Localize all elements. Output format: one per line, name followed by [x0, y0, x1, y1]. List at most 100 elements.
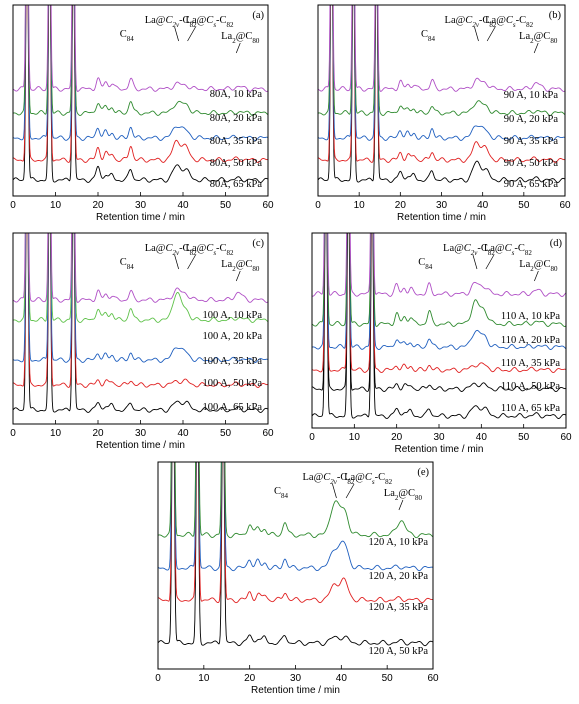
annotation-c84: C84 [120, 29, 135, 43]
series-line [13, 233, 268, 363]
traces [13, 5, 268, 183]
series-line [158, 462, 433, 572]
annotation-la2-c80: La2@C80 [221, 259, 260, 273]
x-tick-label: 0 [309, 432, 315, 443]
panel-label: (a) [252, 10, 264, 21]
series-label: 90 A, 35 kPa [504, 136, 559, 147]
x-tick-label: 60 [262, 200, 274, 211]
series-line [13, 5, 268, 116]
traces [13, 233, 268, 413]
x-tick-label: 0 [10, 428, 16, 439]
x-tick-label: 50 [220, 200, 232, 211]
annotation-la2-c80: La2@C80 [384, 488, 423, 502]
series-label: 90 A, 20 kPa [504, 114, 559, 125]
x-tick-label: 10 [50, 200, 62, 211]
chart-panel-1: 0 10 20 30 40 50 60 Retention time / min (b) 90 A… [315, 4, 571, 223]
x-tick-label: 60 [559, 200, 571, 211]
chart-panel-0: 0 10 20 30 40 50 60 Retention time / min (a) 80A,… [10, 4, 274, 223]
x-tick-label: 60 [262, 428, 274, 439]
series-line [312, 233, 566, 419]
series-label: 100 A, 65 kPa [202, 402, 262, 413]
annotation-c84: C84 [274, 486, 289, 500]
series-label: 100 A, 50 kPa [202, 378, 262, 389]
x-tick-label: 0 [315, 200, 321, 211]
annotation-la-c2v-c82: La@C2v-C82 [145, 15, 197, 29]
x-tick-label: 0 [155, 673, 161, 684]
x-tick-label: 40 [177, 428, 189, 439]
annotation-la-c2v-c82: La@C2v-C82 [443, 243, 495, 257]
series-line [312, 233, 566, 373]
series-line [312, 233, 566, 297]
series-line [318, 5, 565, 183]
x-tick-label: 30 [436, 200, 448, 211]
series-line [318, 5, 565, 141]
x-axis-label: Retention time / min [96, 212, 185, 223]
series-label: 100 A, 35 kPa [202, 356, 262, 367]
annotation-la-c2v-c82: La@C2v-C82 [445, 15, 497, 29]
annotation-la-cs-c82: La@Cs-C82 [485, 15, 534, 29]
x-tick-label: 20 [92, 428, 104, 439]
chart-panel-4: 0 10 20 30 40 50 60 Retention time / min (e) 120 … [155, 461, 439, 696]
x-tick-label: 20 [92, 200, 104, 211]
series-label: 80A, 65 kPa [210, 179, 263, 190]
x-tick-label: 60 [427, 673, 439, 684]
x-tick-label: 0 [10, 200, 16, 211]
annotation-arrow [174, 26, 179, 42]
series-label: 120 A, 10 kPa [368, 537, 428, 548]
annotation-la2-c80: La2@C80 [221, 31, 260, 45]
annotation-arrow [534, 270, 539, 282]
series-line [13, 233, 268, 323]
series-line [13, 5, 268, 92]
series-line [158, 462, 433, 647]
x-tick-label: 50 [518, 432, 530, 443]
annotation-arrow [187, 254, 196, 270]
x-axis-label: Retention time / min [395, 444, 484, 455]
annotation-la-c2v-c82: La@C2v-C82 [303, 472, 355, 486]
annotation-la2-c80: La2@C80 [519, 259, 558, 273]
x-tick-label: 10 [50, 428, 62, 439]
series-line [13, 5, 268, 183]
x-tick-label: 60 [560, 432, 572, 443]
x-tick-label: 30 [135, 200, 147, 211]
series-line [312, 233, 566, 392]
series-line [318, 5, 565, 163]
panel-label: (e) [417, 467, 429, 478]
x-tick-label: 10 [198, 673, 210, 684]
annotation-la-cs-c82: La@Cs-C82 [186, 15, 235, 29]
series-label: 110 A, 35 kPa [501, 358, 560, 369]
annotation-la2-c80: La2@C80 [519, 31, 558, 45]
x-tick-label: 10 [349, 432, 361, 443]
annotation-arrow [174, 254, 179, 270]
x-tick-label: 30 [290, 673, 302, 684]
x-tick-label: 40 [336, 673, 348, 684]
annotation-arrow [486, 26, 496, 42]
x-tick-label: 40 [177, 200, 189, 211]
annotation-arrow [472, 254, 478, 270]
series-label: 120 A, 35 kPa [368, 602, 428, 613]
annotation-arrow [398, 499, 404, 511]
series-label: 80A, 20 kPa [210, 113, 263, 124]
chart-panel-3: 0 10 20 30 40 50 60 Retention time / min (d) 110 … [309, 232, 572, 455]
series-label: 110 A, 65 kPa [501, 403, 560, 414]
series-label: 110 A, 10 kPa [501, 311, 560, 322]
series-label: 100 A, 10 kPa [202, 310, 262, 321]
x-tick-label: 40 [477, 200, 489, 211]
x-tick-label: 20 [391, 432, 403, 443]
series-label: 90 A, 65 kPa [504, 179, 559, 190]
annotation-arrow [345, 483, 355, 499]
traces [158, 462, 433, 647]
annotation-c84: C84 [418, 257, 433, 271]
x-tick-label: 20 [244, 673, 256, 684]
panel-label: (b) [549, 10, 562, 21]
x-tick-label: 10 [354, 200, 366, 211]
x-tick-label: 40 [476, 432, 488, 443]
annotation-la-cs-c82: La@Cs-C82 [186, 243, 235, 257]
x-tick-label: 50 [220, 428, 232, 439]
series-label: 120 A, 50 kPa [368, 646, 428, 657]
